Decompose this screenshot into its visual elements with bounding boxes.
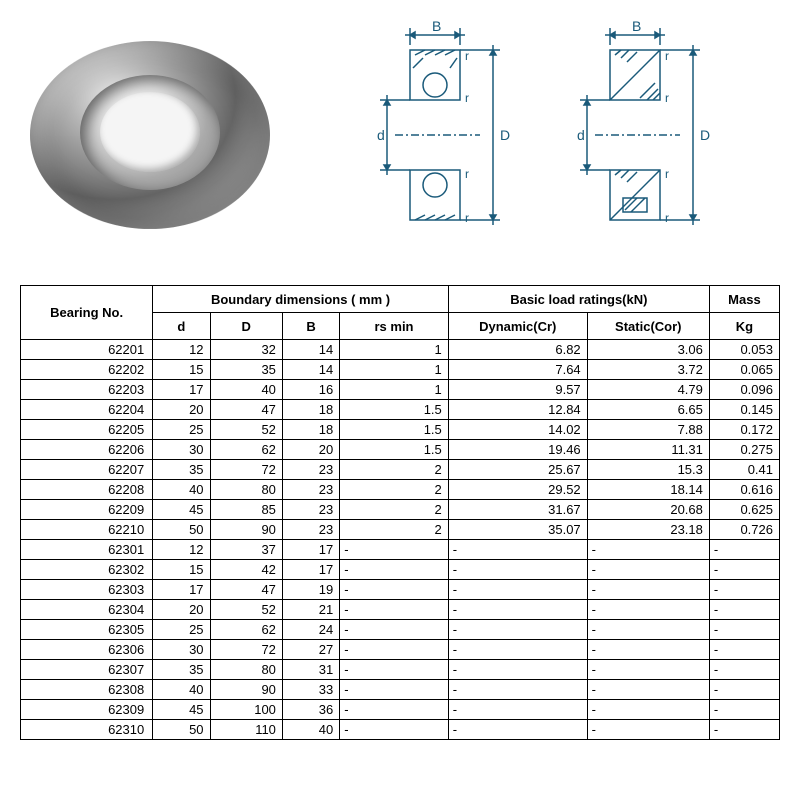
table-row: 62210509023235.0723.180.726: [21, 520, 780, 540]
bearing-diagram-2: B r r d D: [555, 20, 725, 250]
table-row: 62302154217----: [21, 560, 780, 580]
svg-text:r: r: [465, 91, 469, 105]
svg-text:r: r: [465, 167, 469, 181]
col-static: Static(Cor): [587, 313, 709, 340]
table-row: 62207357223225.6715.30.41: [21, 460, 780, 480]
table-row: 62308409033----: [21, 680, 780, 700]
col-kg: Kg: [709, 313, 779, 340]
table-row: 622052552181.514.027.880.172: [21, 420, 780, 440]
bearing-diagram-1: B r r d D: [355, 20, 525, 250]
table-row: 623094510036----: [21, 700, 780, 720]
table-row: 6220112321416.823.060.053: [21, 340, 780, 360]
svg-text:r: r: [665, 167, 669, 181]
table-row: 62305256224----: [21, 620, 780, 640]
table-row: 62306307227----: [21, 640, 780, 660]
svg-text:r: r: [465, 211, 469, 225]
svg-text:D: D: [700, 127, 710, 143]
table-row: 62301123717----: [21, 540, 780, 560]
col-load: Basic load ratings(kN): [448, 286, 709, 313]
svg-text:d: d: [577, 127, 585, 143]
col-mass: Mass: [709, 286, 779, 313]
svg-text:B: B: [432, 20, 441, 34]
col-rsmin: rs min: [340, 313, 449, 340]
table-row: 62307358031----: [21, 660, 780, 680]
svg-text:r: r: [465, 49, 469, 63]
table-row: 62304205221----: [21, 600, 780, 620]
technical-diagrams: B r r d D: [300, 20, 780, 250]
col-D: D: [210, 313, 282, 340]
specifications-table: Bearing No. Boundary dimensions ( mm ) B…: [20, 285, 780, 740]
table-row: 62208408023229.5218.140.616: [21, 480, 780, 500]
col-boundary: Boundary dimensions ( mm ): [153, 286, 449, 313]
svg-text:d: d: [377, 127, 385, 143]
col-dynamic: Dynamic(Cr): [448, 313, 587, 340]
col-bearing-no: Bearing No.: [21, 286, 153, 340]
svg-text:r: r: [665, 91, 669, 105]
top-section: B r r d D: [20, 20, 780, 260]
table-row: 6220215351417.643.720.065: [21, 360, 780, 380]
col-d: d: [153, 313, 210, 340]
svg-text:D: D: [500, 127, 510, 143]
table-row: 62209458523231.6720.680.625: [21, 500, 780, 520]
svg-text:r: r: [665, 49, 669, 63]
svg-text:B: B: [632, 20, 641, 34]
col-B: B: [282, 313, 339, 340]
bearing-photo: [20, 20, 280, 260]
table-row: 6220317401619.574.790.096: [21, 380, 780, 400]
table-row: 623105011040----: [21, 720, 780, 740]
table-row: 622042047181.512.846.650.145: [21, 400, 780, 420]
table-row: 622063062201.519.4611.310.275: [21, 440, 780, 460]
table-row: 62303174719----: [21, 580, 780, 600]
svg-text:r: r: [665, 211, 669, 225]
